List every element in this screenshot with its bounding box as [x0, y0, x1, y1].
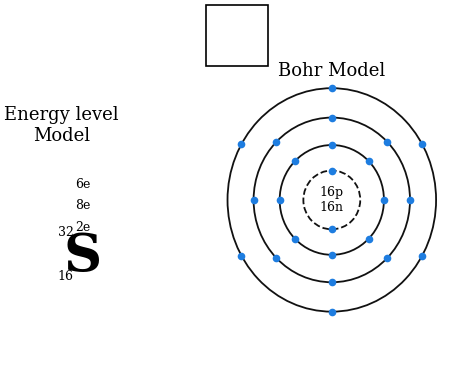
Text: Sulfur: Sulfur [226, 45, 248, 53]
Text: S: S [64, 231, 102, 282]
Text: S: S [227, 15, 247, 42]
FancyBboxPatch shape [206, 5, 268, 65]
Text: 6e: 6e [75, 178, 91, 191]
Text: 32: 32 [58, 226, 73, 239]
Text: 16: 16 [57, 270, 73, 283]
Text: 32.066: 32.066 [225, 54, 249, 63]
Text: 8e: 8e [75, 199, 91, 212]
Text: Energy level
Model: Energy level Model [4, 106, 119, 145]
Text: 16p
16n: 16p 16n [320, 186, 344, 214]
Text: 16: 16 [210, 9, 220, 17]
Text: Bohr Model: Bohr Model [278, 62, 385, 80]
Text: 2e: 2e [75, 221, 91, 234]
